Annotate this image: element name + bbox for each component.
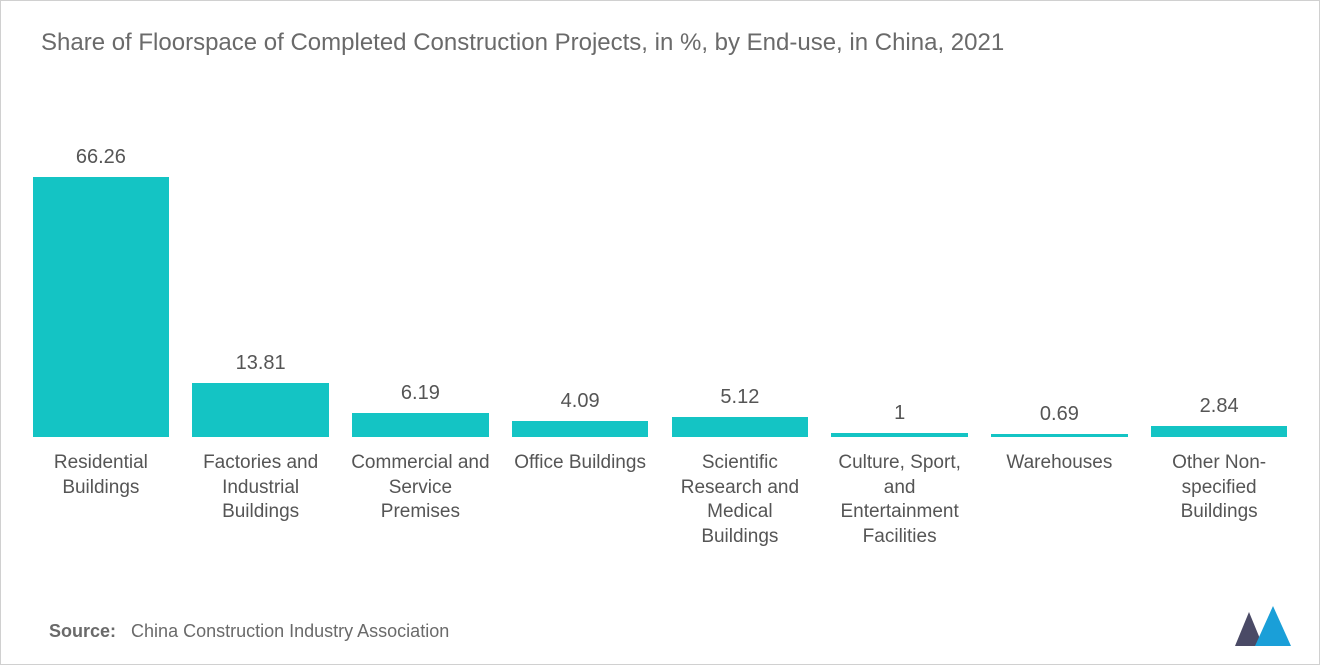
bar-value-label: 0.69 (1040, 398, 1079, 426)
bar-value-label: 5.12 (720, 381, 759, 409)
bar (512, 421, 649, 437)
bar-category-label: Factories and Industrial Buildings (191, 451, 331, 525)
bar-group: 4.09 Office Buildings (504, 141, 656, 476)
bar-category-label: Office Buildings (514, 451, 646, 476)
bar-category-label: Scientific Research and Medical Building… (670, 451, 810, 550)
bar-group: 6.19 Commercial and Service Premises (345, 141, 497, 525)
bar (991, 434, 1128, 437)
bar-category-label: Warehouses (1006, 451, 1112, 476)
bar (33, 177, 170, 437)
brand-logo-icon (1235, 606, 1291, 646)
bar-group: 0.69 Warehouses (984, 141, 1136, 476)
source-text: China Construction Industry Association (131, 621, 449, 641)
bar (192, 383, 329, 437)
bar-group: 13.81 Factories and Industrial Buildings (185, 141, 337, 525)
bar-value-label: 4.09 (561, 385, 600, 413)
bar-chart: 66.26 Residential Buildings 13.81 Factories… (21, 141, 1299, 571)
bar-value-label: 13.81 (236, 347, 286, 375)
bar (1151, 426, 1288, 437)
bar-group: 2.84 Other Non-specified Buildings (1143, 141, 1295, 525)
bar-value-label: 6.19 (401, 377, 440, 405)
bar-category-label: Commercial and Service Premises (350, 451, 490, 525)
bar-group: 66.26 Residential Buildings (25, 141, 177, 500)
bar-category-label: Residential Buildings (31, 451, 171, 500)
source-citation: Source: China Construction Industry Asso… (49, 621, 449, 642)
bar (831, 433, 968, 437)
bar-value-label: 1 (894, 397, 905, 425)
chart-title: Share of Floorspace of Completed Constru… (41, 29, 1279, 57)
bar-value-label: 2.84 (1200, 390, 1239, 418)
bar-group: 1 Culture, Sport, and Entertainment Facil… (824, 141, 976, 550)
source-label: Source: (49, 621, 116, 641)
bar (352, 413, 489, 437)
bar-category-label: Culture, Sport, and Entertainment Facili… (830, 451, 970, 550)
bar (672, 417, 809, 437)
bar-value-label: 66.26 (76, 141, 126, 169)
bar-group: 5.12 Scientific Research and Medical Buil… (664, 141, 816, 550)
bar-category-label: Other Non-specified Buildings (1149, 451, 1289, 525)
